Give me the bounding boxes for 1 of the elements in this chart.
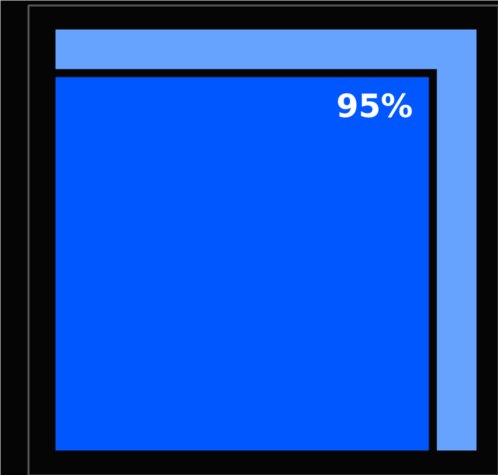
- data-label: 95%: [336, 87, 413, 126]
